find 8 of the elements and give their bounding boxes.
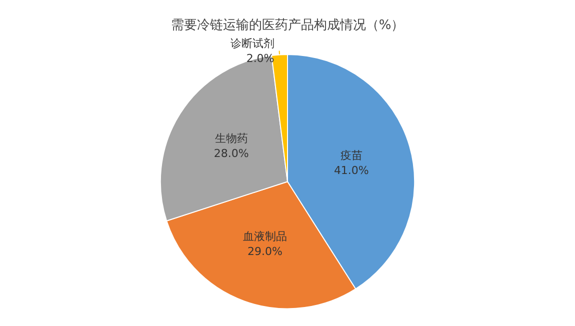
chart-title: 需要冷链运输的医药产品构成情况（%） [170,18,404,33]
data-label: 41.0% [334,164,369,178]
data-label: 28.0% [214,146,249,160]
slice-label: 诊断试剂 [230,36,274,50]
slice-label: 疫苗 [340,149,362,162]
slice-label: 生物药 [214,132,248,145]
data-label: 29.0% [247,245,282,258]
slice-label: 血液制品 [242,230,287,244]
